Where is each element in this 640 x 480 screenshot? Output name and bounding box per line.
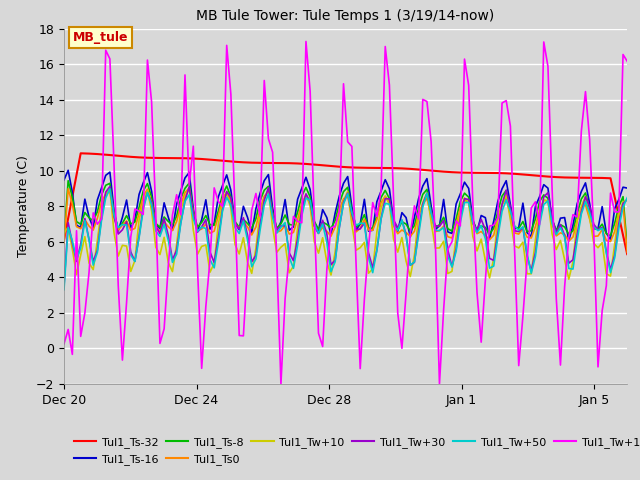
Title: MB Tule Tower: Tule Temps 1 (3/19/14-now): MB Tule Tower: Tule Temps 1 (3/19/14-now… — [196, 10, 495, 24]
Tul1_Ts-8 — [623, 245, 631, 251]
Tul1_Tw+30 — [623, 197, 631, 203]
Tul1_Ts-32 — [77, 150, 84, 156]
Tul1_Ts-16 — [565, 238, 573, 243]
Tul1_Tw+10 — [527, 271, 535, 276]
Tul1_Ts-16 — [527, 234, 535, 240]
Line: Tul1_Tw+10: Tul1_Tw+10 — [64, 188, 627, 279]
Tul1_Tw+50 — [524, 251, 531, 257]
Tul1_Ts0 — [60, 240, 68, 246]
Tul1_Tw+10 — [598, 240, 606, 246]
Tul1_Ts-32 — [60, 237, 68, 243]
Tul1_Ts-16 — [524, 230, 531, 236]
Tul1_Ts-8 — [131, 219, 139, 225]
Tul1_Tw+100 — [281, 296, 289, 301]
Tul1_Ts-32 — [527, 172, 535, 178]
Line: Tul1_Ts0: Tul1_Ts0 — [64, 188, 627, 252]
Tul1_Tw+30 — [106, 184, 114, 190]
Tul1_Ts-16 — [60, 177, 68, 183]
Tul1_Tw+10 — [565, 276, 573, 282]
Tul1_Tw+10 — [623, 197, 631, 203]
Tul1_Tw+10 — [186, 185, 193, 191]
Tul1_Ts0 — [527, 235, 535, 241]
Line: Tul1_Ts-16: Tul1_Ts-16 — [64, 170, 627, 240]
Tul1_Ts0 — [281, 222, 289, 228]
Tul1_Tw+50 — [527, 270, 535, 276]
Tul1_Ts0 — [186, 185, 193, 191]
Tul1_Tw+10 — [281, 241, 289, 247]
Legend: Tul1_Ts-32, Tul1_Ts-16, Tul1_Ts-8, Tul1_Ts0, Tul1_Tw+10, Tul1_Tw+30, Tul1_Tw+50,: Tul1_Ts-32, Tul1_Ts-16, Tul1_Ts-8, Tul1_… — [70, 433, 640, 469]
Tul1_Tw+30 — [524, 253, 531, 259]
Tul1_Tw+30 — [131, 258, 139, 264]
Tul1_Ts-16 — [281, 197, 289, 203]
Line: Tul1_Ts-8: Tul1_Ts-8 — [64, 181, 627, 248]
Tul1_Tw+50 — [623, 195, 631, 201]
Tul1_Tw+100 — [277, 381, 285, 387]
Tul1_Tw+100 — [623, 59, 631, 64]
Tul1_Tw+100 — [524, 257, 531, 263]
Tul1_Ts0 — [623, 250, 631, 255]
Tul1_Tw+10 — [60, 230, 68, 236]
Tul1_Tw+100 — [127, 234, 134, 240]
Tul1_Ts-8 — [594, 227, 602, 232]
Tul1_Ts0 — [594, 233, 602, 239]
Tul1_Tw+50 — [106, 186, 114, 192]
Tul1_Ts-8 — [527, 228, 535, 234]
Tul1_Ts-16 — [598, 204, 606, 209]
Line: Tul1_Tw+50: Tul1_Tw+50 — [64, 189, 627, 290]
Text: MB_tule: MB_tule — [72, 31, 128, 44]
Tul1_Ts-16 — [623, 185, 631, 191]
Tul1_Tw+100 — [532, 199, 540, 204]
Tul1_Tw+100 — [527, 205, 535, 211]
Tul1_Tw+30 — [519, 224, 527, 230]
Tul1_Ts-32 — [623, 251, 631, 257]
Tul1_Tw+100 — [60, 341, 68, 347]
Tul1_Tw+30 — [527, 268, 535, 274]
Tul1_Ts-32 — [594, 175, 602, 181]
Line: Tul1_Tw+100: Tul1_Tw+100 — [64, 41, 627, 384]
Tul1_Ts-16 — [519, 200, 527, 206]
Tul1_Ts-16 — [65, 168, 72, 173]
Tul1_Ts-16 — [131, 217, 139, 223]
Tul1_Ts0 — [519, 226, 527, 231]
Tul1_Ts-8 — [519, 219, 527, 225]
Tul1_Tw+30 — [594, 227, 602, 232]
Tul1_Tw+10 — [519, 239, 527, 245]
Tul1_Ts-8 — [524, 229, 531, 235]
Tul1_Tw+10 — [127, 269, 134, 275]
Tul1_Tw+50 — [281, 220, 289, 226]
Y-axis label: Temperature (C): Temperature (C) — [17, 156, 30, 257]
Tul1_Tw+50 — [594, 228, 602, 233]
Tul1_Tw+30 — [281, 223, 289, 228]
Tul1_Tw+100 — [302, 38, 310, 44]
Tul1_Ts-8 — [60, 235, 68, 240]
Tul1_Ts-32 — [131, 154, 139, 160]
Tul1_Ts-8 — [65, 178, 72, 184]
Tul1_Tw+50 — [131, 259, 139, 264]
Tul1_Ts0 — [524, 234, 531, 240]
Tul1_Ts-8 — [281, 212, 289, 218]
Tul1_Ts-32 — [281, 160, 289, 166]
Tul1_Tw+10 — [524, 271, 531, 276]
Tul1_Tw+100 — [598, 308, 606, 313]
Tul1_Ts0 — [127, 228, 134, 233]
Line: Tul1_Tw+30: Tul1_Tw+30 — [64, 187, 627, 286]
Tul1_Ts-32 — [524, 172, 531, 178]
Tul1_Ts-32 — [519, 171, 527, 177]
Line: Tul1_Ts-32: Tul1_Ts-32 — [64, 153, 627, 254]
Tul1_Tw+50 — [60, 287, 68, 293]
Tul1_Tw+30 — [60, 283, 68, 289]
Tul1_Tw+50 — [519, 224, 527, 230]
